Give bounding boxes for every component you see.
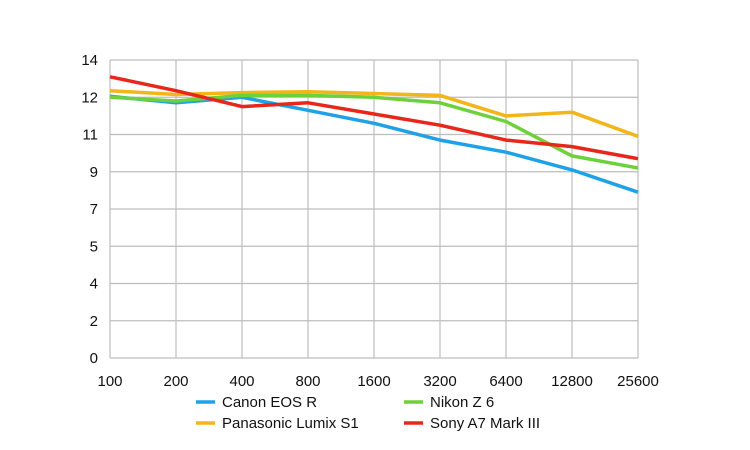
y-tick-label: 0 <box>90 350 98 367</box>
x-tick-label: 800 <box>295 373 320 390</box>
y-axis-tick-labels: 0 2 4 5 7 9 11 12 14 <box>81 52 98 367</box>
y-tick-label: 4 <box>90 276 98 293</box>
y-tick-label: 14 <box>81 52 98 69</box>
series-line-sony-a7-mark-iii <box>109 75 639 161</box>
x-tick-label: 1600 <box>357 373 390 390</box>
legend-label: Panasonic Lumix S1 <box>222 415 359 432</box>
x-tick-label: 6400 <box>489 373 522 390</box>
legend-label: Canon EOS R <box>222 394 317 411</box>
legend: Canon EOS R Nikon Z 6 Panasonic Lumix S1 So… <box>196 394 540 432</box>
series-line-panasonic-lumix-s1 <box>109 88 639 139</box>
x-tick-label: 25600 <box>617 373 659 390</box>
y-tick-label: 12 <box>81 89 98 106</box>
x-tick-label: 200 <box>163 373 188 390</box>
y-tick-label: 7 <box>90 201 98 218</box>
x-tick-label: 12800 <box>551 373 593 390</box>
y-tick-label: 11 <box>82 127 98 144</box>
y-tick-label: 2 <box>90 313 98 330</box>
y-tick-label: 9 <box>90 164 98 181</box>
legend-label: Nikon Z 6 <box>430 394 494 411</box>
x-tick-label: 400 <box>229 373 254 390</box>
x-tick-label: 3200 <box>423 373 456 390</box>
grid-lines <box>109 59 639 359</box>
x-tick-label: 100 <box>97 373 122 390</box>
series-line-canon-eos-r <box>109 94 639 194</box>
x-axis-tick-labels: 100 200 400 800 1600 3200 6400 12800 25600 <box>97 373 658 390</box>
legend-label: Sony A7 Mark III <box>430 415 540 432</box>
y-tick-label: 5 <box>90 238 98 255</box>
series-lines <box>109 75 639 194</box>
